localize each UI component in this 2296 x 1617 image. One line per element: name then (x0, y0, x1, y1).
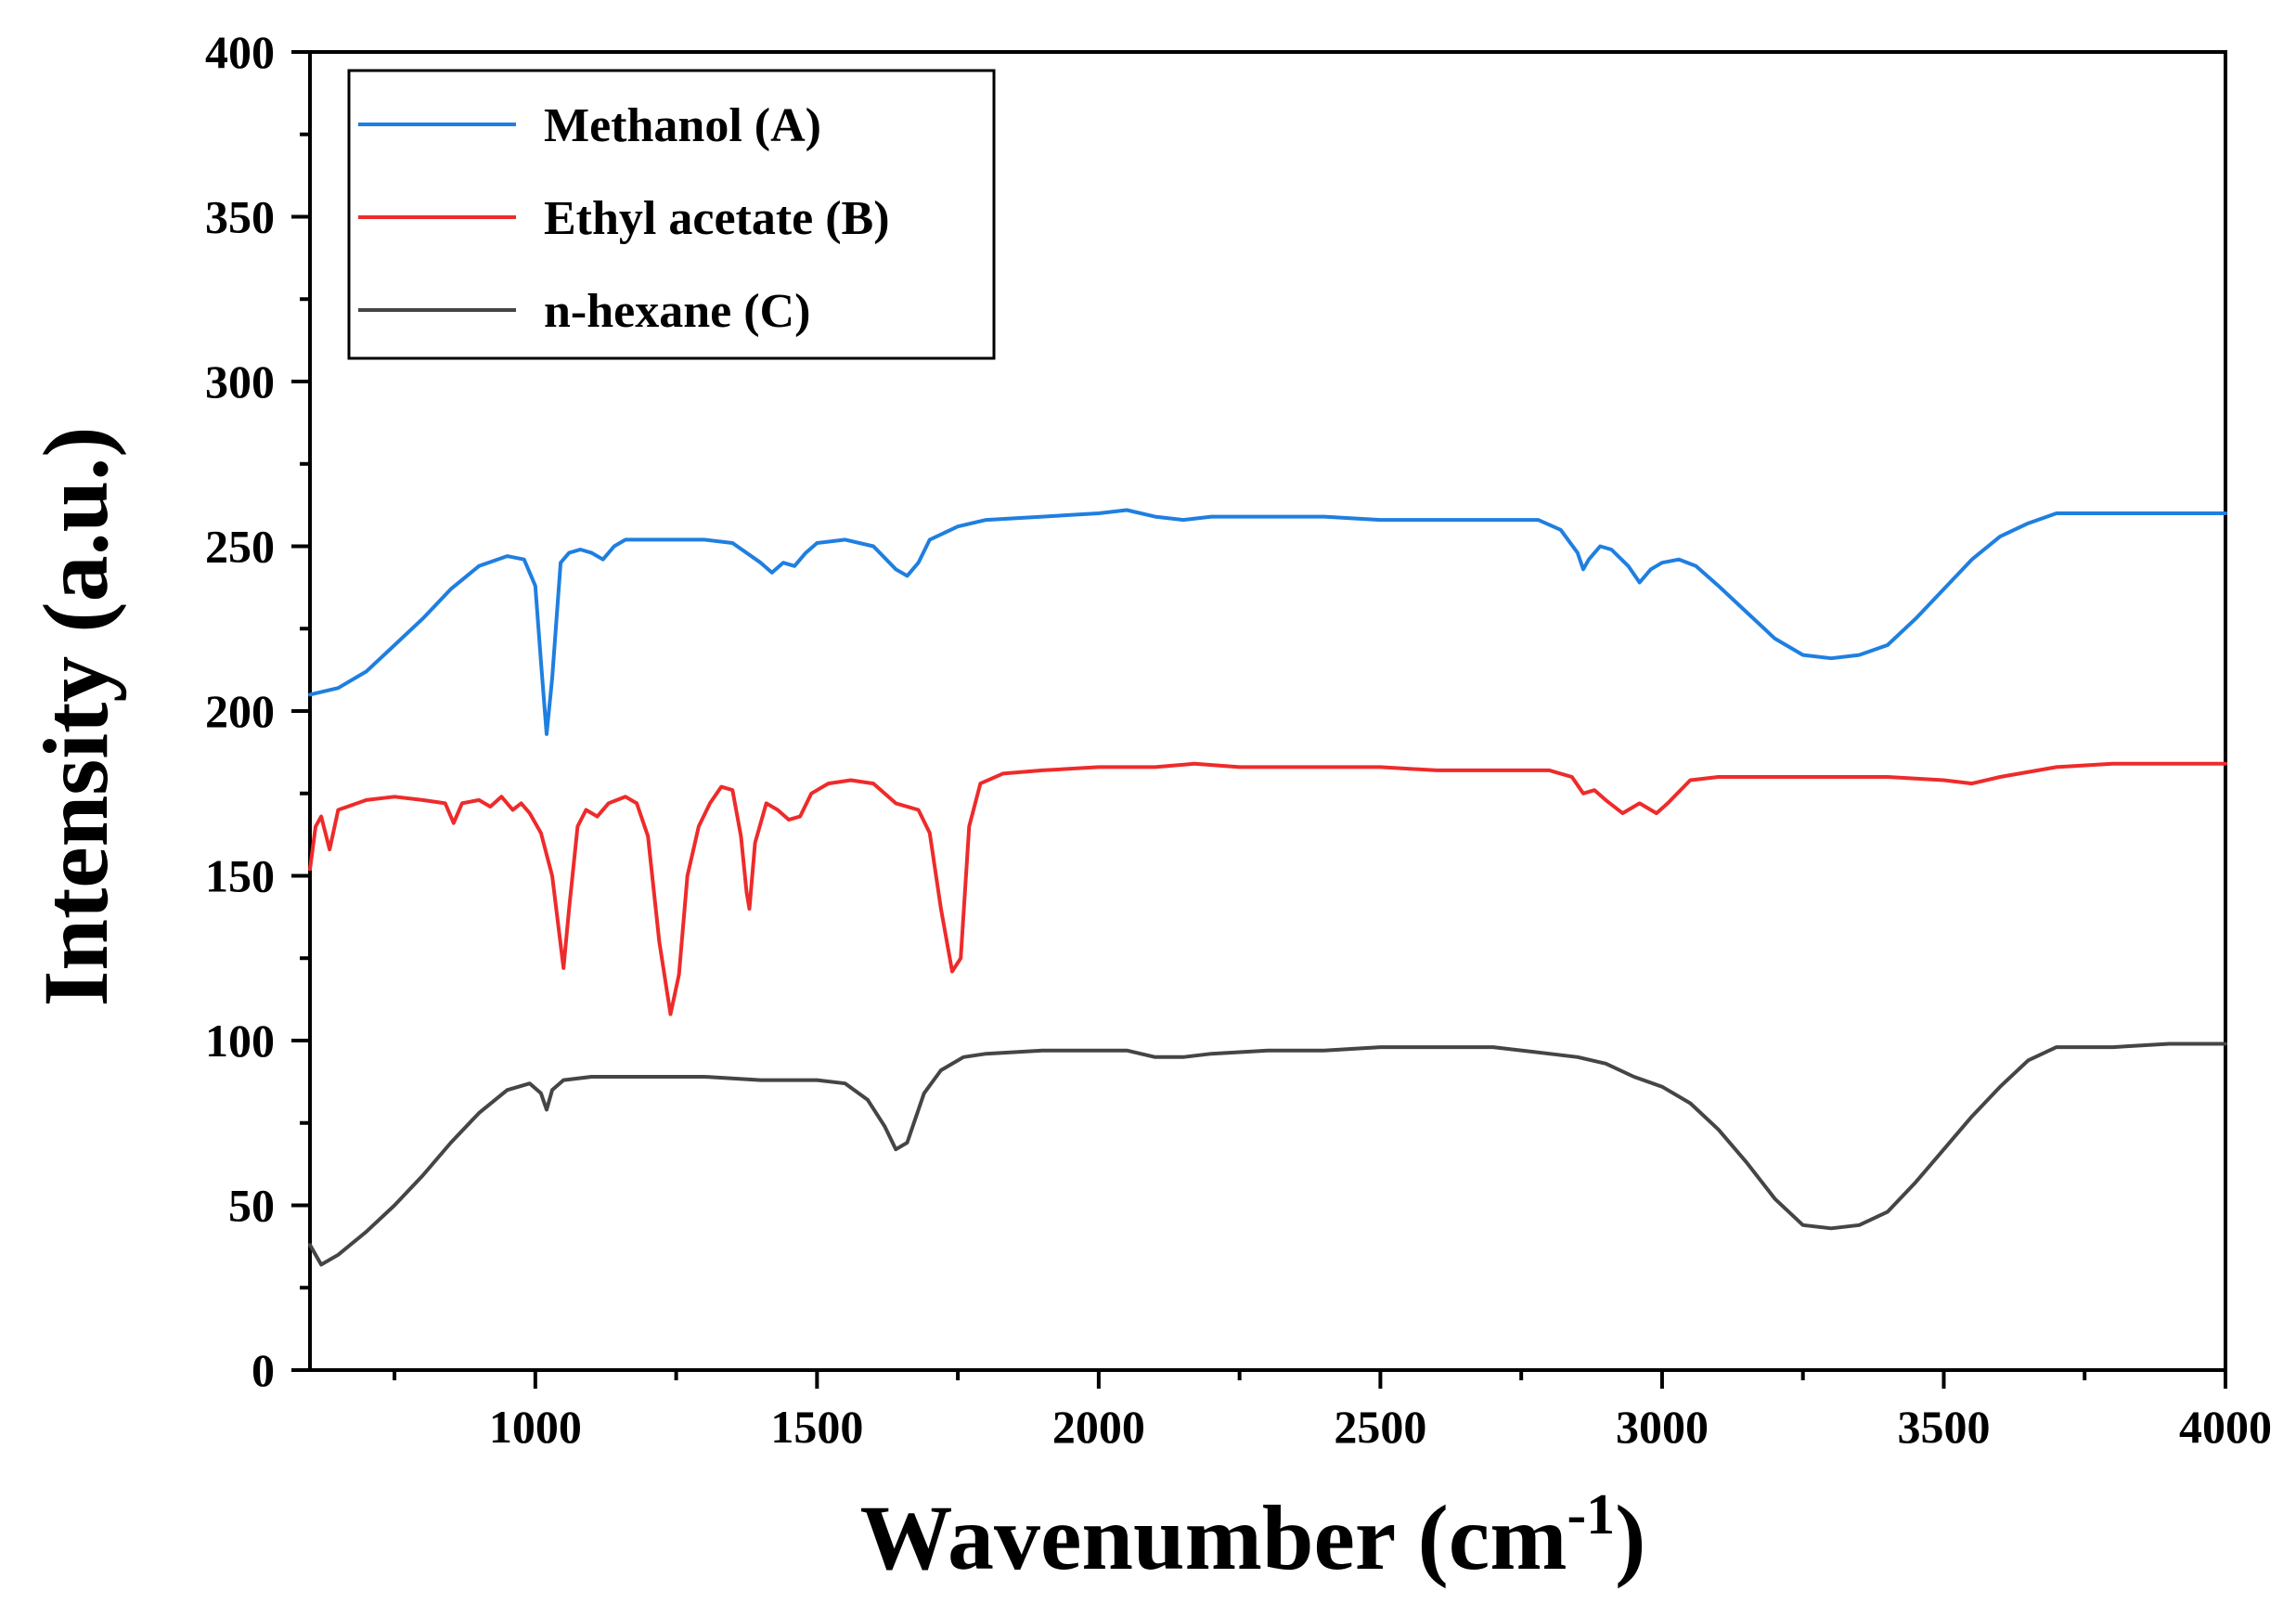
x-axis-title: Wavenumber (cm-1) (860, 1483, 1646, 1589)
x-axis-title-superscript: -1 (1567, 1483, 1616, 1546)
series-line-ethyl-acetate-b (308, 761, 2227, 1016)
x-tick-label: 1500 (770, 1401, 863, 1453)
legend-label: Methanol (A) (544, 99, 821, 152)
legend: Methanol (A) Ethyl acetate (B) n-hexane (C… (347, 69, 996, 360)
y-tick-label: 400 (205, 26, 275, 78)
x-tick-label: 1000 (489, 1401, 582, 1453)
y-tick-label: 50 (228, 1180, 275, 1232)
x-tick-label: 3500 (1897, 1401, 1990, 1453)
x-tick-label: 2000 (1052, 1401, 1145, 1453)
x-axis-title-close: ) (1615, 1486, 1645, 1589)
legend-label: Ethyl acetate (B) (544, 192, 890, 245)
y-tick-label: 350 (205, 191, 275, 243)
axes-layer: 1000 1500 2000 2500 3000 3500 4000 0 50 100 150 200… (205, 26, 2272, 1453)
y-tick-label: 100 (205, 1015, 275, 1067)
series-line-methanol-a (308, 508, 2227, 736)
legend-label: n-hexane (C) (544, 285, 810, 338)
y-tick-label: 0 (252, 1344, 275, 1396)
y-tick-label: 300 (205, 356, 275, 407)
y-tick-label: 200 (205, 685, 275, 737)
x-axis-title-main: Wavenumber (cm (860, 1486, 1567, 1589)
y-tick-label: 150 (205, 850, 275, 902)
y-axis-title: Intensity (a.u.) (24, 426, 127, 1006)
series-layer (308, 508, 2227, 1267)
x-tick-label: 2500 (1334, 1401, 1426, 1453)
x-tick-label: 4000 (2179, 1401, 2272, 1453)
series-line-n-hexane-c (308, 1041, 2227, 1267)
x-tick-label: 3000 (1616, 1401, 1709, 1453)
y-tick-label: 250 (205, 521, 275, 573)
